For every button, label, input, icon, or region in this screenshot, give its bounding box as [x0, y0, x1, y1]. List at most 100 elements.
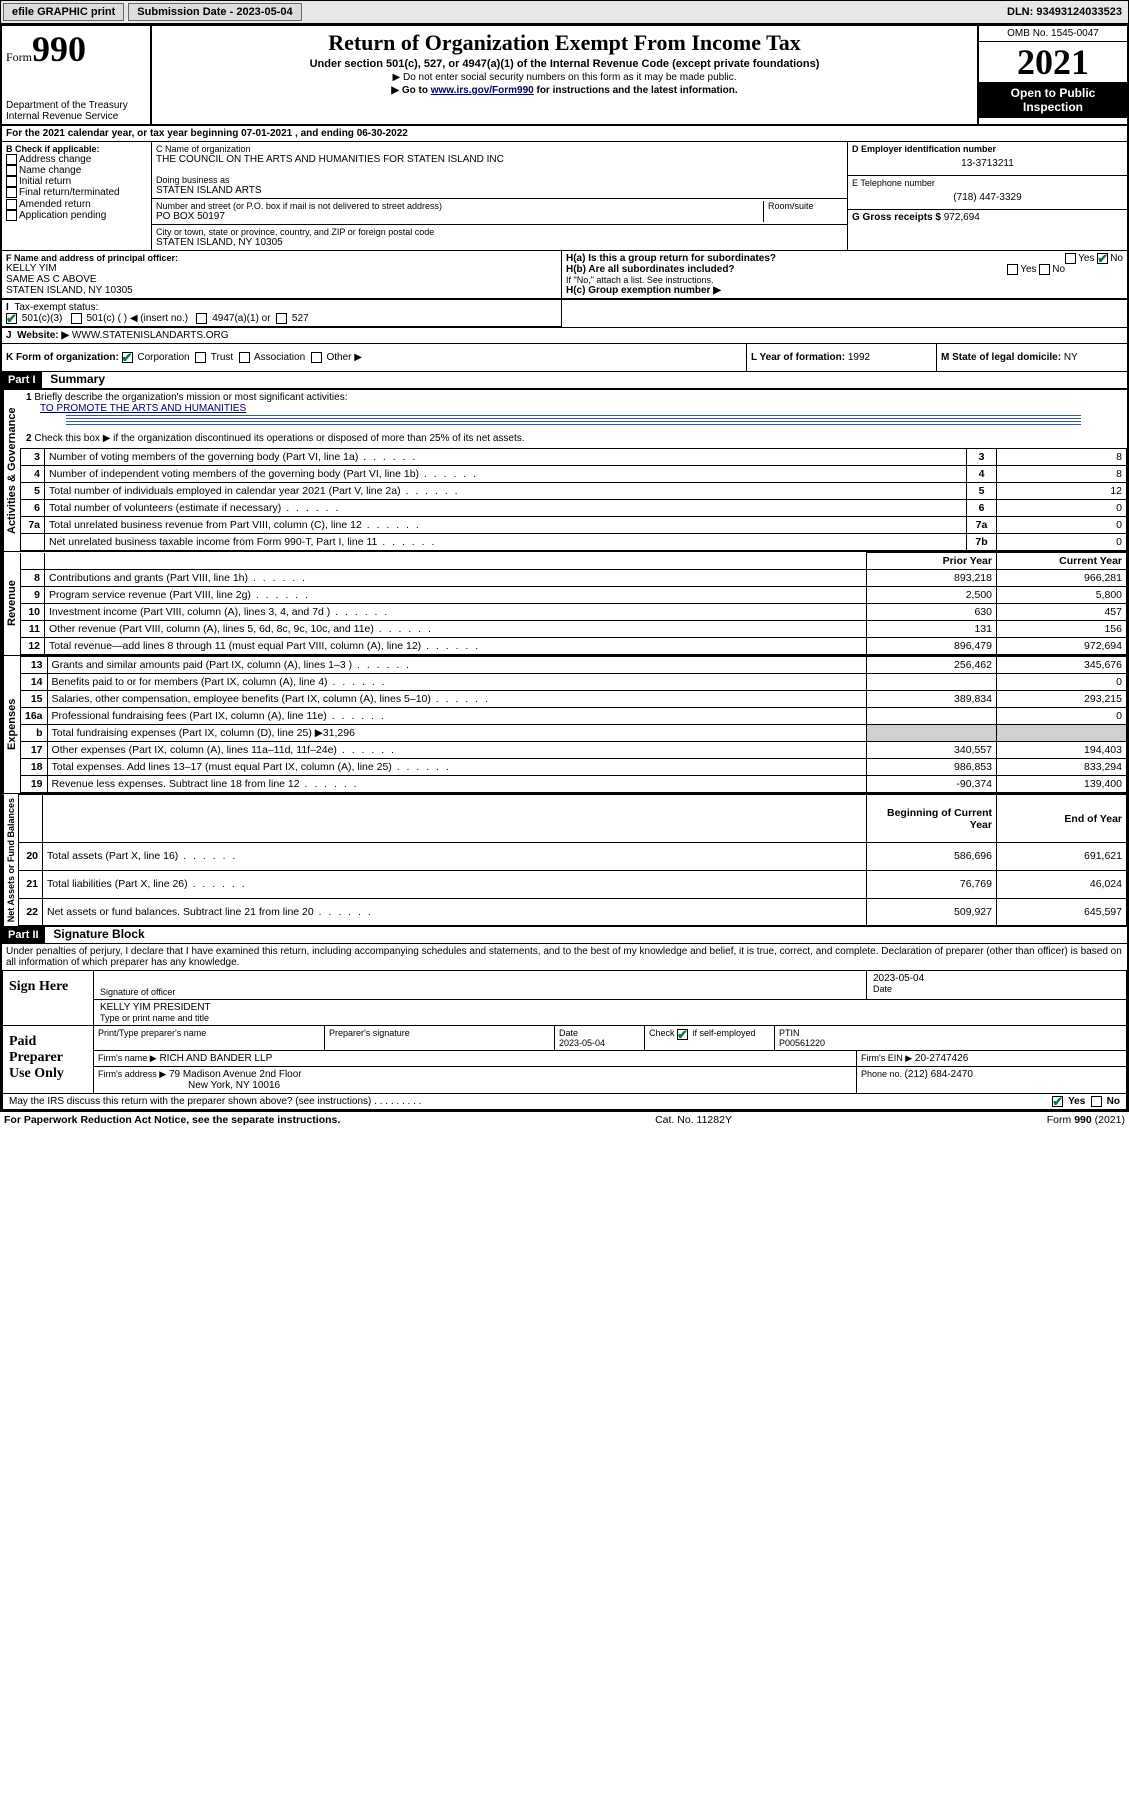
footer-left: For Paperwork Reduction Act Notice, see …	[4, 1114, 340, 1126]
officer-l2: SAME AS C ABOVE	[6, 274, 557, 285]
part2-title: Signature Block	[47, 927, 144, 941]
chk-discuss-yes[interactable]	[1052, 1096, 1063, 1107]
sig-date-label: Date	[873, 984, 1120, 994]
chk-hb-yes[interactable]	[1007, 264, 1018, 275]
i-o1: 501(c)(3)	[22, 313, 63, 324]
chk-ha-yes[interactable]	[1065, 253, 1076, 264]
m-val: NY	[1064, 352, 1078, 363]
chk-527[interactable]	[276, 313, 287, 324]
firm-name: RICH AND BANDER LLP	[159, 1053, 272, 1064]
p-date-v: 2023-05-04	[559, 1038, 605, 1048]
dba-label: Doing business as	[156, 175, 843, 185]
section-a-to-g: B Check if applicable: Address change Na…	[2, 142, 1127, 251]
line-a: For the 2021 calendar year, or tax year …	[2, 126, 1127, 142]
q2: Check this box ▶ if the organization dis…	[34, 433, 524, 444]
vlabel-revenue: Revenue	[2, 552, 20, 655]
vlabel-governance: Activities & Governance	[2, 390, 20, 551]
footer-mid: Cat. No. 11282Y	[655, 1114, 732, 1126]
submission-date-button[interactable]: Submission Date - 2023-05-04	[128, 3, 301, 21]
ha-no: No	[1110, 253, 1123, 264]
vlabel-expenses: Expenses	[2, 656, 20, 793]
form-header: Form990 Department of the Treasury Inter…	[2, 26, 1127, 126]
chk-final[interactable]	[6, 187, 17, 198]
irs-link[interactable]: www.irs.gov/Form990	[431, 85, 534, 96]
part2-header: Part II Signature Block	[2, 927, 1127, 944]
chk-other[interactable]	[311, 352, 322, 363]
omb-number: OMB No. 1545-0047	[979, 26, 1127, 42]
form-frame: Form990 Department of the Treasury Inter…	[0, 24, 1129, 1112]
chk-address-change[interactable]	[6, 154, 17, 165]
footer-right: Form 990 (2021)	[1047, 1114, 1125, 1126]
officer-name-title: KELLY YIM PRESIDENT	[100, 1002, 1120, 1013]
officer-l3: STATEN ISLAND, NY 10305	[6, 285, 557, 296]
i-o2: 501(c) ( ) ◀ (insert no.)	[86, 313, 188, 324]
chk-corp[interactable]	[122, 352, 133, 363]
phone-value: (718) 447-3329	[852, 188, 1123, 207]
m-label: M State of legal domicile:	[941, 352, 1064, 363]
website: WWW.STATENISLANDARTS.ORG	[72, 330, 229, 341]
signature-block: Sign Here Signature of officer 2023-05-0…	[2, 970, 1127, 1110]
chk-name-change[interactable]	[6, 165, 17, 176]
row-f-h: F Name and address of principal officer:…	[2, 251, 1127, 299]
note2-pre: ▶ Go to	[391, 85, 430, 96]
firm-ein: 20-2747426	[915, 1053, 968, 1064]
page-footer: For Paperwork Reduction Act Notice, see …	[0, 1112, 1129, 1128]
ptin-h: PTIN	[779, 1028, 800, 1038]
discuss-yes: Yes	[1068, 1097, 1085, 1108]
l-label: L Year of formation:	[751, 352, 848, 363]
p-sig-h: Preparer's signature	[324, 1026, 554, 1050]
firm-addr1: 79 Madison Avenue 2nd Floor	[169, 1069, 302, 1080]
chk-amended[interactable]	[6, 199, 17, 210]
box-b-title: B Check if applicable:	[6, 144, 147, 154]
tax-year: 2021	[979, 42, 1127, 82]
table-net: Beginning of Current YearEnd of Year20To…	[18, 794, 1127, 926]
dba-value: STATEN ISLAND ARTS	[156, 185, 843, 196]
part1-header: Part I Summary	[2, 372, 1127, 390]
note-link: ▶ Go to www.irs.gov/Form990 for instruct…	[158, 85, 971, 96]
otp-l1: Open to Public	[1011, 86, 1096, 100]
firm-ph-l: Phone no.	[861, 1069, 905, 1079]
discuss-no: No	[1107, 1097, 1120, 1108]
chk-4947[interactable]	[196, 313, 207, 324]
street-value: PO BOX 50197	[156, 211, 763, 222]
chk-discuss-no[interactable]	[1091, 1096, 1102, 1107]
chk-pending[interactable]	[6, 210, 17, 221]
hc-label: H(c) Group exemption number ▶	[566, 285, 1123, 296]
chk-501c[interactable]	[71, 313, 82, 324]
chk-self-emp[interactable]	[677, 1029, 688, 1040]
org-name: THE COUNCIL ON THE ARTS AND HUMANITIES F…	[156, 154, 843, 165]
hb-note: If "No," attach a list. See instructions…	[566, 275, 1123, 285]
ha-label: H(a) Is this a group return for subordin…	[566, 253, 776, 264]
hb-label: H(b) Are all subordinates included?	[566, 264, 735, 275]
ha-yes: Yes	[1078, 253, 1094, 264]
q1: Briefly describe the organization's miss…	[34, 392, 347, 403]
opt-name: Name change	[19, 165, 81, 176]
section-revenue: Revenue Prior YearCurrent Year8Contribut…	[2, 552, 1127, 656]
chk-ha-no[interactable]	[1097, 253, 1108, 264]
opt-initial: Initial return	[19, 176, 71, 187]
table-revenue: Prior YearCurrent Year8Contributions and…	[20, 552, 1127, 655]
mission-text: TO PROMOTE THE ARTS AND HUMANITIES	[40, 403, 246, 414]
j-label: Website: ▶	[17, 330, 69, 341]
table-expenses: 13Grants and similar amounts paid (Part …	[20, 656, 1127, 793]
firm-addr-l: Firm's address ▶	[98, 1069, 166, 1079]
sig-officer-label: Signature of officer	[100, 987, 860, 997]
chk-initial[interactable]	[6, 176, 17, 187]
otp-l2: Inspection	[1023, 100, 1083, 114]
street-label: Number and street (or P.O. box if mail i…	[156, 201, 763, 211]
form-title: Return of Organization Exempt From Incom…	[158, 30, 971, 56]
perjury-declaration: Under penalties of perjury, I declare th…	[2, 944, 1127, 970]
chk-hb-no[interactable]	[1039, 264, 1050, 275]
section-expenses: Expenses 13Grants and similar amounts pa…	[2, 656, 1127, 794]
city-label: City or town, state or province, country…	[156, 227, 843, 237]
sign-here-label: Sign Here	[3, 971, 93, 1025]
part1-bar: Part I	[2, 372, 42, 388]
chk-trust[interactable]	[195, 352, 206, 363]
opt-address: Address change	[19, 154, 91, 165]
chk-501c3[interactable]	[6, 313, 17, 324]
row-k-l-m: K Form of organization: Corporation Trus…	[2, 344, 1127, 372]
efile-print-button[interactable]: efile GRAPHIC print	[3, 3, 124, 21]
chk-assoc[interactable]	[239, 352, 250, 363]
k-o4: Other ▶	[326, 352, 361, 363]
f-label: F Name and address of principal officer:	[6, 253, 557, 263]
